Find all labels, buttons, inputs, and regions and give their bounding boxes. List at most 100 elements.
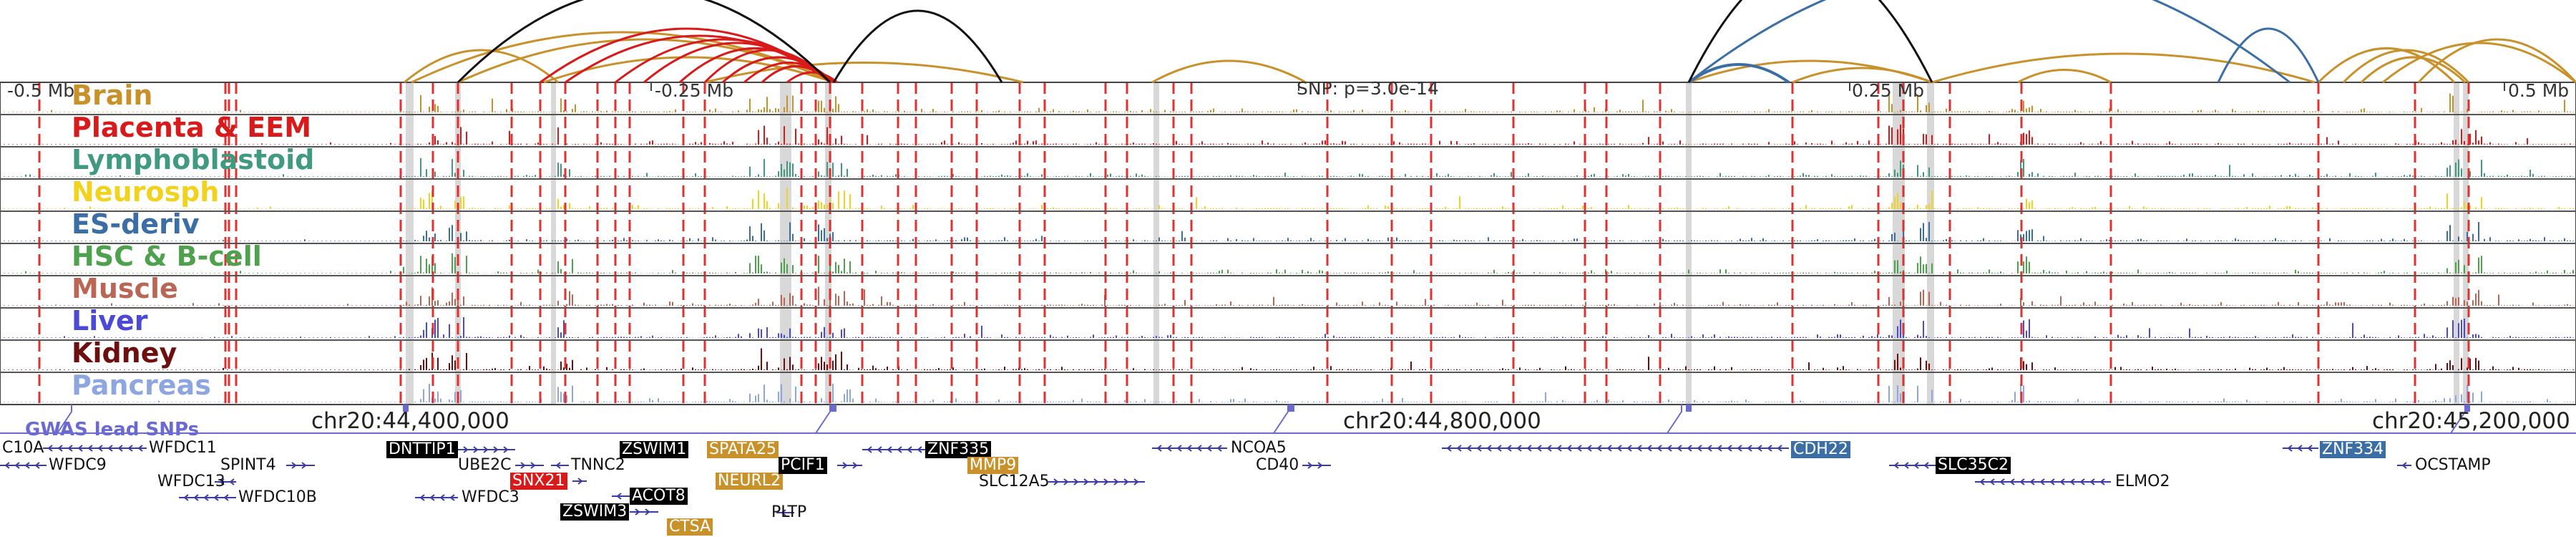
signal-track-lymphoblastoid	[0, 158, 2574, 177]
gene-pltp-strand-arrows	[781, 509, 786, 516]
coordinate-label-3: chr20:45,200,000	[2372, 408, 2570, 434]
gene-ctsa[interactable]: CTSA	[667, 518, 713, 536]
gene-cdh22[interactable]: CDH22	[1791, 441, 1850, 458]
track-label-placenta: Placenta & EEM	[72, 112, 312, 143]
track-label-lymphoblastoid: Lymphoblastoid	[72, 144, 315, 175]
gene-cdh22-strand-arrows	[1446, 445, 1782, 452]
gene-wfdc13-strand-arrows	[219, 478, 235, 485]
gwas-lead-snps-label: GWAS lead SNPs	[25, 419, 200, 440]
gene-acot8[interactable]: ACOT8	[630, 488, 688, 505]
gene-pltp[interactable]: PLTP	[771, 503, 807, 521]
brain-interaction-arc-8	[1931, 52, 2316, 84]
brain-interaction-arc-11	[2342, 49, 2470, 84]
gene-wfdc9-strand-arrows	[4, 462, 40, 469]
gene-zswim3-strand-arrows	[635, 508, 650, 516]
track-label-brain: Brain	[72, 79, 153, 111]
gene-zswim3[interactable]: ZSWIM3	[560, 503, 630, 521]
track-label-es-deriv: ES-deriv	[72, 208, 200, 240]
gene-tnnc2-strand-arrows	[555, 462, 561, 469]
track-label-muscle: Muscle	[72, 273, 178, 304]
signal-track-neurosph	[0, 188, 2574, 209]
track-label-neurosph: Neurosph	[72, 176, 220, 208]
gene-snx21[interactable]: SNX21	[510, 473, 567, 490]
brain-interaction-arc-2	[457, 38, 834, 84]
brain-interaction-arc-12	[2360, 56, 2467, 84]
brain-interaction-arc-7	[1792, 67, 1933, 84]
scale-label-minus-05: -0.5 Mb	[7, 80, 75, 101]
brain-interaction-arc-5	[1151, 59, 1307, 84]
gene-c10a[interactable]: C10A	[2, 439, 44, 457]
gene-mmp9[interactable]: MMP9	[967, 457, 1019, 474]
brain-interaction-arc-3	[543, 56, 834, 84]
gwas-connector-1	[815, 405, 831, 434]
coordinate-label-1: chr20:44,400,000	[311, 408, 509, 434]
signal-track-liver	[0, 317, 2574, 338]
kidney-interaction-arc-2	[1687, 0, 1933, 83]
gwas-connector-2	[1273, 405, 1289, 434]
gene-spata25[interactable]: SPATA25	[707, 441, 779, 458]
track-label-kidney: Kidney	[72, 337, 177, 369]
gwas-lead-snp-marker-4	[2464, 405, 2470, 412]
snp-p-value: SNP: p=3.0e-14	[1297, 78, 1439, 99]
es-deriv-interaction-arc-0	[1687, 63, 1790, 84]
gene-snx21-strand-arrows	[577, 478, 583, 485]
gene-wfdc10b-strand-arrows	[183, 494, 229, 501]
brain-interaction-arc-10	[2317, 47, 2456, 84]
gene-ocstamp[interactable]: OCSTAMP	[2415, 456, 2491, 474]
gene-elmo2-strand-arrows	[1979, 478, 2105, 485]
gwas-lead-snp-marker-2	[1289, 405, 1294, 412]
gene-ube2c[interactable]: UBE2C	[458, 456, 512, 474]
gene-spint4[interactable]: SPINT4	[220, 456, 276, 474]
signal-track-pancreas	[0, 383, 2574, 402]
gene-pcif1-strand-arrows	[842, 462, 858, 469]
gene-neurl2[interactable]: NEURL2	[716, 473, 783, 490]
gene-wfdc10b[interactable]: WFDC10B	[238, 488, 317, 506]
es-deriv-interaction-arc-2	[2217, 27, 2320, 83]
gwas-connector-0	[57, 405, 72, 434]
coordinate-label-2: chr20:44,800,000	[1343, 408, 1541, 434]
gene-spint4-strand-arrows	[291, 462, 307, 469]
gwas-connector-3	[1667, 405, 1682, 434]
signal-track-es_deriv	[0, 222, 2574, 241]
gwas-lead-snp-marker-0	[403, 405, 409, 412]
gene-wfdc11-strand-arrows	[47, 445, 143, 452]
gene-zswim1[interactable]: ZSWIM1	[620, 441, 689, 458]
gene-slc12a5[interactable]: SLC12A5	[979, 473, 1050, 490]
gene-wfdc13[interactable]: WFDC13	[157, 473, 225, 490]
gene-slc35c2[interactable]: SLC35C2	[1936, 457, 2011, 474]
gwas-lead-snp-marker-3	[1686, 405, 1692, 412]
brain-interaction-arc-13	[2382, 42, 2576, 84]
brain-interaction-arc-4	[704, 62, 1024, 84]
gwas-lead-snp-marker-1	[831, 405, 836, 412]
gene-wfdc9[interactable]: WFDC9	[49, 456, 107, 474]
gene-znf335-strand-arrows	[867, 446, 922, 453]
signal-track-muscle	[0, 286, 2574, 306]
signal-track-brain	[0, 93, 2574, 112]
gene-elmo2[interactable]: ELMO2	[2115, 473, 2170, 490]
track-label-hsc: HSC & B-cell	[72, 241, 262, 272]
signal-track-placenta	[0, 124, 2574, 145]
es-deriv-interaction-arc-1	[1688, 0, 2290, 84]
gene-wfdc3-strand-arrows	[419, 494, 455, 501]
scale-label-minus-025: -0.25 Mb	[655, 80, 734, 101]
gene-dnttip1[interactable]: DNTTIP1	[386, 441, 458, 458]
gene-wfdc11[interactable]: WFDC11	[149, 439, 217, 457]
track-label-liver: Liver	[72, 305, 148, 337]
gene-znf334[interactable]: ZNF334	[2320, 441, 2386, 458]
gene-znf334-strand-arrows	[2287, 445, 2313, 452]
gene-tnnc2[interactable]: TNNC2	[571, 456, 625, 474]
placenta-interaction-arc-9	[786, 71, 838, 84]
gene-pcif1[interactable]: PCIF1	[779, 457, 827, 474]
signal-track-hsc	[0, 253, 2574, 274]
gene-slc35c2-strand-arrows	[1893, 462, 1929, 469]
brain-interaction-arc-0	[404, 49, 559, 84]
gene-ube2c-strand-arrows	[520, 462, 536, 469]
gene-cd40[interactable]: CD40	[1256, 456, 1299, 474]
gene-dnttip1-strand-arrows	[463, 446, 509, 453]
scale-label-plus-05: 0.5 Mb	[2508, 80, 2570, 101]
gene-wfdc3[interactable]: WFDC3	[462, 488, 519, 506]
gene-ncoa5[interactable]: NCOA5	[1231, 439, 1287, 457]
gene-znf335[interactable]: ZNF335	[925, 441, 992, 458]
